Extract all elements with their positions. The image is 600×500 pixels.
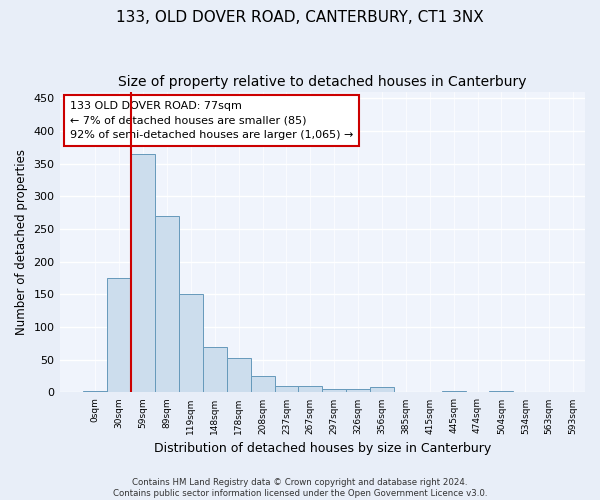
Bar [442,391,466,392]
Bar [155,216,179,392]
Bar [322,389,346,392]
Bar [203,346,227,393]
Bar [275,386,298,392]
Bar [251,376,275,392]
Bar [107,278,131,392]
Y-axis label: Number of detached properties: Number of detached properties [15,149,28,335]
Bar [83,391,107,392]
Bar [131,154,155,392]
Bar [227,358,251,392]
Text: 133 OLD DOVER ROAD: 77sqm
← 7% of detached houses are smaller (85)
92% of semi-d: 133 OLD DOVER ROAD: 77sqm ← 7% of detach… [70,100,353,140]
Text: 133, OLD DOVER ROAD, CANTERBURY, CT1 3NX: 133, OLD DOVER ROAD, CANTERBURY, CT1 3NX [116,10,484,25]
Title: Size of property relative to detached houses in Canterbury: Size of property relative to detached ho… [118,75,527,89]
Bar [370,387,394,392]
Bar [179,294,203,392]
Bar [346,389,370,392]
Bar [490,391,514,392]
X-axis label: Distribution of detached houses by size in Canterbury: Distribution of detached houses by size … [154,442,491,455]
Text: Contains HM Land Registry data © Crown copyright and database right 2024.
Contai: Contains HM Land Registry data © Crown c… [113,478,487,498]
Bar [298,386,322,392]
